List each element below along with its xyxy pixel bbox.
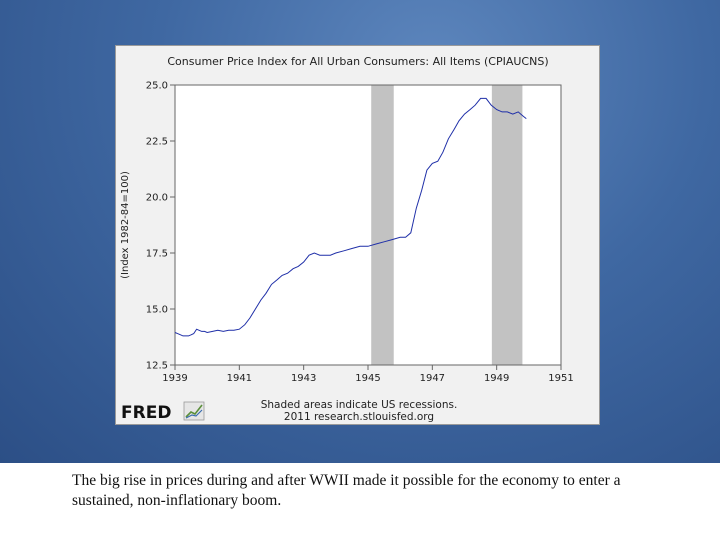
x-tick-label: 1939: [162, 373, 187, 384]
x-tick-label: 1945: [355, 373, 380, 384]
recession-band-1: [371, 85, 394, 365]
source-note: 2011 research.stlouisfed.org: [284, 411, 434, 423]
chart-panel: Consumer Price Index for All Urban Consu…: [115, 45, 600, 425]
fred-logo[interactable]: FRED: [121, 401, 205, 423]
line-chart-icon: [183, 401, 205, 421]
recession-bands: [175, 85, 561, 365]
y-tick-label: 25.0: [146, 81, 168, 92]
y-tick-label: 15.0: [146, 305, 168, 316]
y-tick-label: 12.5: [146, 361, 168, 372]
axis-ticks: [170, 84, 562, 370]
fred-logo-text: FRED: [121, 403, 171, 423]
y-tick-label: 17.5: [146, 249, 168, 260]
x-tick-label: 1941: [227, 373, 252, 384]
x-tick-label: 1951: [548, 373, 573, 384]
recession-band-2: [491, 85, 523, 365]
x-tick-label: 1943: [291, 373, 316, 384]
chart-title: Consumer Price Index for All Urban Consu…: [167, 55, 548, 68]
x-axis-tick-labels: 1939 1941 1943 1945 1947 1949 1951: [162, 373, 573, 384]
y-axis-tick-labels: 12.5 15.0 17.5 20.0 22.5 25.0: [146, 81, 168, 372]
cpi-line-chart: Consumer Price Index for All Urban Consu…: [120, 55, 574, 423]
slide-caption: The big rise in prices during and after …: [72, 472, 621, 509]
x-tick-label: 1947: [420, 373, 445, 384]
y-tick-label: 22.5: [146, 137, 168, 148]
series-line-cpiaucns: [174, 97, 527, 337]
y-axis-label: (Index 1982-84=100): [120, 171, 131, 279]
recession-note: Shaded areas indicate US recessions.: [261, 399, 458, 411]
y-tick-label: 20.0: [146, 193, 168, 204]
x-tick-label: 1949: [484, 373, 509, 384]
